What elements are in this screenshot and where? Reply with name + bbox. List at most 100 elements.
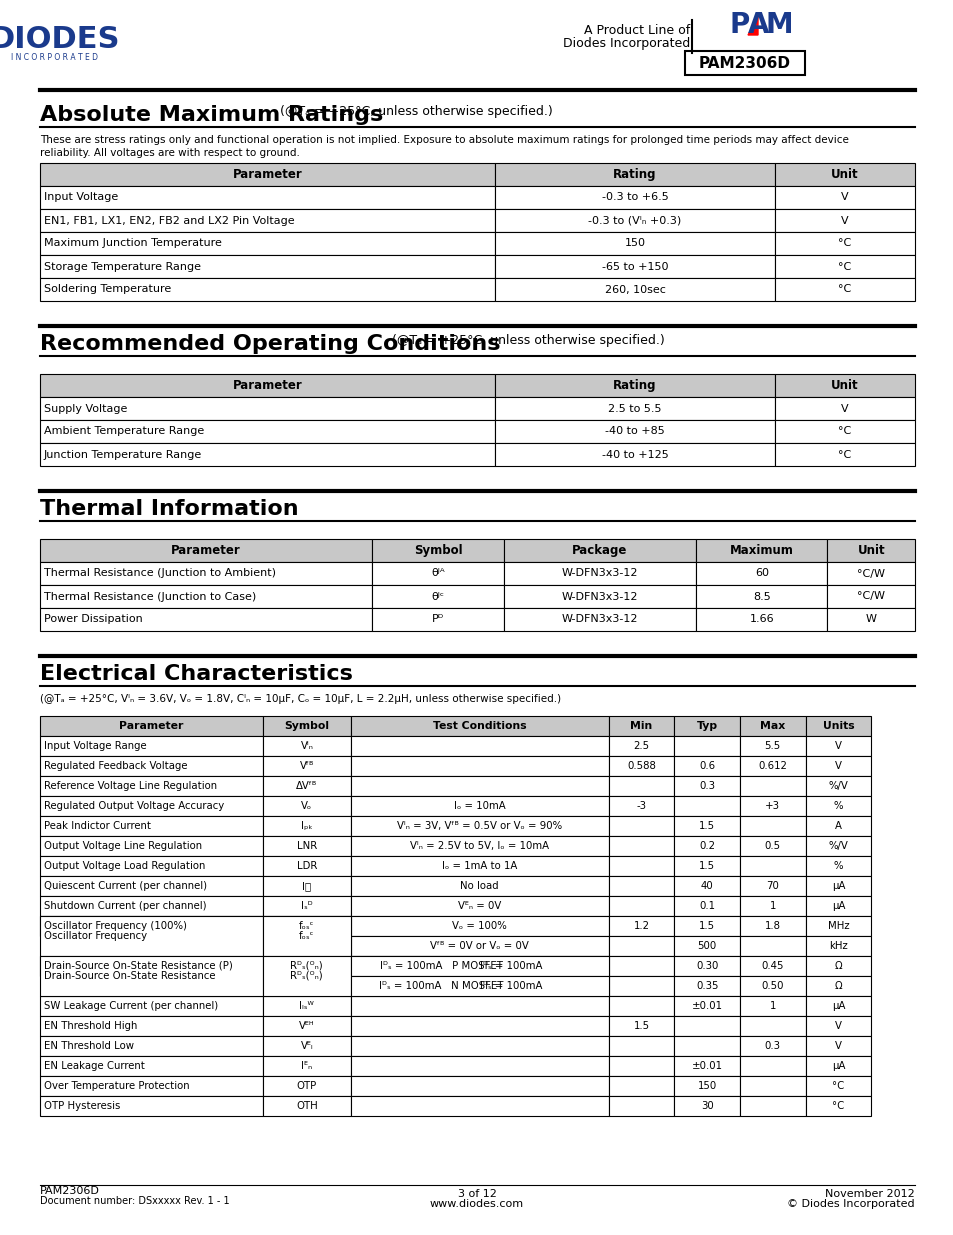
Bar xyxy=(351,916,608,936)
Bar xyxy=(674,1056,740,1076)
Text: Iₒ = 1mA to 1A: Iₒ = 1mA to 1A xyxy=(441,861,517,871)
Bar xyxy=(740,976,804,995)
Text: °C: °C xyxy=(831,1081,843,1091)
Text: 40: 40 xyxy=(700,881,713,890)
Text: +3: +3 xyxy=(764,802,780,811)
Text: -0.3 to +6.5: -0.3 to +6.5 xyxy=(601,193,668,203)
Bar xyxy=(740,1076,804,1095)
Bar xyxy=(40,562,372,585)
Text: fₒₛᶜ: fₒₛᶜ xyxy=(299,921,314,931)
Text: μA: μA xyxy=(831,902,844,911)
Bar xyxy=(674,716,740,736)
Text: Maximum: Maximum xyxy=(729,543,793,557)
Text: EN1, FB1, LX1, EN2, FB2 and LX2 Pin Voltage: EN1, FB1, LX1, EN2, FB2 and LX2 Pin Volt… xyxy=(44,215,294,226)
Bar xyxy=(826,585,914,608)
Text: Oscillator Frequency: Oscillator Frequency xyxy=(44,931,147,941)
Bar xyxy=(740,756,804,776)
Text: °C: °C xyxy=(831,1100,843,1112)
Bar xyxy=(696,608,826,631)
Text: Rating: Rating xyxy=(613,379,656,391)
Bar xyxy=(804,995,870,1016)
Bar xyxy=(351,836,608,856)
Text: Shutdown Current (per channel): Shutdown Current (per channel) xyxy=(44,902,207,911)
Text: Junction Temperature Range: Junction Temperature Range xyxy=(44,450,202,459)
Bar xyxy=(40,956,263,976)
Bar xyxy=(774,209,914,232)
Text: 1.5: 1.5 xyxy=(633,1021,649,1031)
Bar xyxy=(674,897,740,916)
Text: θᴶᴬ: θᴶᴬ xyxy=(431,568,444,578)
Bar xyxy=(608,776,674,797)
Bar xyxy=(40,374,495,396)
Text: 0.45: 0.45 xyxy=(760,961,783,971)
Text: These are stress ratings only and functional operation is not implied. Exposure : These are stress ratings only and functi… xyxy=(40,135,848,158)
Bar xyxy=(263,876,351,897)
Text: Units: Units xyxy=(821,721,853,731)
Bar xyxy=(351,797,608,816)
Bar xyxy=(351,995,608,1016)
Bar xyxy=(740,816,804,836)
Text: 0.35: 0.35 xyxy=(695,981,718,990)
Bar xyxy=(826,538,914,562)
Text: Over Temperature Protection: Over Temperature Protection xyxy=(44,1081,190,1091)
Text: EN Threshold Low: EN Threshold Low xyxy=(44,1041,133,1051)
Bar xyxy=(263,1076,351,1095)
Bar xyxy=(696,562,826,585)
Text: Absolute Maximum Ratings: Absolute Maximum Ratings xyxy=(40,105,383,125)
Bar xyxy=(495,374,774,396)
Text: Vᴵₙ: Vᴵₙ xyxy=(300,741,313,751)
Bar xyxy=(804,1095,870,1116)
Bar xyxy=(40,163,495,186)
Bar xyxy=(40,836,263,856)
Bar xyxy=(674,936,740,956)
Text: °C: °C xyxy=(838,450,851,459)
Text: -40 to +85: -40 to +85 xyxy=(604,426,664,436)
Bar xyxy=(40,876,263,897)
Text: Quiescent Current (per channel): Quiescent Current (per channel) xyxy=(44,881,207,890)
Text: θᴶᶜ: θᴶᶜ xyxy=(431,592,444,601)
Text: SW Leakage Current (per channel): SW Leakage Current (per channel) xyxy=(44,1002,218,1011)
Bar xyxy=(774,186,914,209)
Bar xyxy=(804,736,870,756)
Text: V: V xyxy=(834,741,841,751)
Text: Iᴰₛ = 100mA: Iᴰₛ = 100mA xyxy=(479,961,541,971)
Text: Rᴰₛ(ᴼₙ): Rᴰₛ(ᴼₙ) xyxy=(291,961,323,971)
Text: Input Voltage Range: Input Voltage Range xyxy=(44,741,147,751)
Text: Unit: Unit xyxy=(857,543,884,557)
Text: 5.5: 5.5 xyxy=(764,741,781,751)
Bar xyxy=(696,538,826,562)
Text: Symbol: Symbol xyxy=(284,721,329,731)
Text: Thermal Resistance (Junction to Case): Thermal Resistance (Junction to Case) xyxy=(44,592,256,601)
Text: Diodes Incorporated: Diodes Incorporated xyxy=(562,37,689,51)
Text: 260, 10sec: 260, 10sec xyxy=(604,284,665,294)
Text: V: V xyxy=(834,1021,841,1031)
Text: A: A xyxy=(834,821,841,831)
Text: Iₗₛᵂ: Iₗₛᵂ xyxy=(299,1002,314,1011)
Text: fₒₛᶜ: fₒₛᶜ xyxy=(299,931,314,941)
Bar xyxy=(40,585,372,608)
Text: Iₚₖ: Iₚₖ xyxy=(301,821,313,831)
Bar xyxy=(608,736,674,756)
Bar xyxy=(40,756,263,776)
Text: Parameter: Parameter xyxy=(119,721,184,731)
Bar xyxy=(696,585,826,608)
Bar xyxy=(263,956,351,995)
Bar xyxy=(40,797,263,816)
Bar xyxy=(503,562,696,585)
Text: Recommended Operating Conditions: Recommended Operating Conditions xyxy=(40,333,500,354)
Bar xyxy=(40,736,263,756)
Bar xyxy=(263,836,351,856)
Text: %/V: %/V xyxy=(828,841,847,851)
Bar xyxy=(495,254,774,278)
Bar xyxy=(351,976,608,995)
Bar xyxy=(804,797,870,816)
Text: Symbol: Symbol xyxy=(414,543,462,557)
Text: A: A xyxy=(747,11,769,40)
Text: Min: Min xyxy=(630,721,652,731)
Text: DIODES: DIODES xyxy=(0,26,120,54)
Text: PAM2306D: PAM2306D xyxy=(40,1186,100,1195)
Bar xyxy=(263,776,351,797)
Text: Regulated Feedback Voltage: Regulated Feedback Voltage xyxy=(44,761,188,771)
Text: 2.5: 2.5 xyxy=(633,741,649,751)
Text: Iₒ = 10mA: Iₒ = 10mA xyxy=(454,802,505,811)
